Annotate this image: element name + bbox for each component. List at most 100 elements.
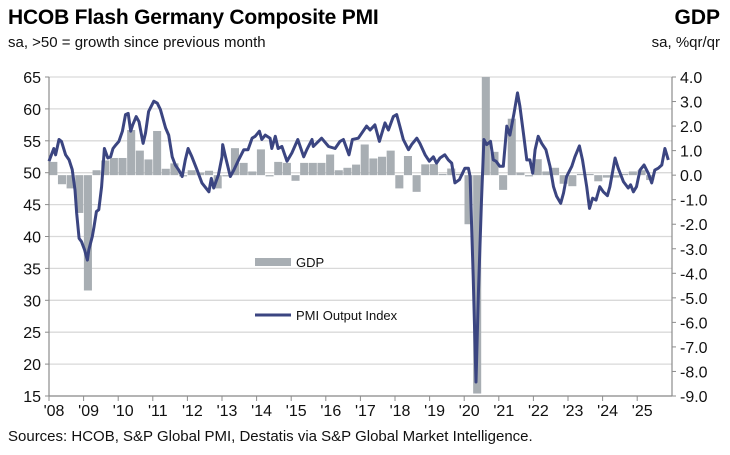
gdp-bar xyxy=(282,162,291,176)
tick-labels: 65 60 55 50 45 40 35 30 25 20 15 4.0 3.0 2.0 1.0 0.0 -1.… xyxy=(23,70,707,420)
gdp-bar xyxy=(429,164,438,176)
gdp-bar xyxy=(291,175,300,181)
left-tick-label: 45 xyxy=(23,198,41,215)
gdp-bar xyxy=(265,175,274,177)
x-tick-label: '17 xyxy=(355,403,376,420)
x-tick-label: '23 xyxy=(563,403,584,420)
x-tick-label: '16 xyxy=(320,403,341,420)
gdp-bar xyxy=(378,156,387,176)
gdp-bar xyxy=(620,173,629,176)
gdp-bar xyxy=(57,175,66,185)
x-tick-label: '11 xyxy=(148,403,168,420)
gdp-bar xyxy=(75,175,84,213)
gdp-bar xyxy=(213,175,222,189)
x-tick-label: '22 xyxy=(528,403,549,420)
gdp-bar xyxy=(334,170,343,176)
gdp-bar xyxy=(559,175,568,184)
gdp-bar xyxy=(92,170,101,176)
left-tick-label: 35 xyxy=(23,261,41,278)
gdp-bar xyxy=(127,130,136,176)
right-tick-label: 0.0 xyxy=(680,168,702,185)
gdp-bar xyxy=(395,175,404,189)
gdp-bar xyxy=(205,170,214,176)
right-tick-label: -2.0 xyxy=(680,217,708,234)
gdp-bar xyxy=(187,170,196,176)
gdp-bar xyxy=(109,157,118,176)
right-tick-label: 3.0 xyxy=(680,95,702,112)
right-tick-label: 4.0 xyxy=(680,70,702,87)
x-tick-label: '13 xyxy=(217,403,238,420)
x-tick-label: '12 xyxy=(182,403,203,420)
gdp-bar xyxy=(585,173,594,176)
gdp-bar xyxy=(412,175,421,192)
gdp-bar xyxy=(637,170,646,176)
left-tick-label: 30 xyxy=(23,293,41,310)
legend-gdp-label: GDP xyxy=(296,255,324,270)
right-axis-subtitle: sa, %qr/qr xyxy=(651,34,720,51)
gdp-bar xyxy=(83,175,92,291)
pmi-line-group xyxy=(47,91,670,384)
gdp-bar xyxy=(300,162,309,176)
gdp-bar xyxy=(464,175,473,225)
right-tick-label: -6.0 xyxy=(680,315,708,332)
gridlines xyxy=(49,76,672,397)
x-tick-label: '08 xyxy=(44,403,65,420)
gdp-bar xyxy=(533,159,542,176)
gdp-bar xyxy=(317,162,326,176)
gdp-bar xyxy=(455,173,464,176)
gdp-bar xyxy=(144,159,153,176)
legend-pmi-label: PMI Output Index xyxy=(296,308,398,323)
x-tick-label: '19 xyxy=(424,403,445,420)
right-tick-label: -4.0 xyxy=(680,266,708,283)
legend-gdp-swatch xyxy=(255,258,291,266)
x-tick-label: '10 xyxy=(113,403,134,420)
gdp-bar xyxy=(49,161,58,176)
gdp-bar xyxy=(403,156,412,176)
right-tick-label: 2.0 xyxy=(680,119,702,136)
right-tick-label: -5.0 xyxy=(680,291,708,308)
gdp-bar xyxy=(222,175,231,177)
gdp-bar xyxy=(576,173,585,176)
gdp-bar xyxy=(516,172,525,176)
gdp-bar xyxy=(196,172,205,176)
gdp-bar xyxy=(360,144,369,176)
left-tick-label: 50 xyxy=(23,166,41,183)
gdp-bar xyxy=(170,163,179,176)
gdp-bar xyxy=(421,164,430,176)
gdp-bar xyxy=(568,175,577,187)
gdp-bar xyxy=(438,173,447,176)
pmi-line xyxy=(47,91,670,384)
gdp-bar xyxy=(499,175,508,190)
gdp-bar xyxy=(161,168,170,176)
chart-title: HCOB Flash Germany Composite PMI xyxy=(8,6,379,29)
x-tick-label: '21 xyxy=(493,403,514,420)
gdp-bar xyxy=(118,157,127,176)
right-tick-label: -1.0 xyxy=(680,193,708,210)
right-tick-label: -9.0 xyxy=(680,389,708,406)
gdp-bar xyxy=(135,150,144,176)
gdp-bar xyxy=(594,175,603,182)
gdp-bar xyxy=(507,118,516,176)
left-tick-label: 60 xyxy=(23,102,41,119)
axes xyxy=(45,76,676,401)
x-tick-label: '14 xyxy=(251,403,272,420)
x-tick-label: '24 xyxy=(597,403,618,420)
legend: GDP PMI Output Index xyxy=(255,255,398,323)
right-tick-label: -8.0 xyxy=(680,364,708,381)
gdp-bar xyxy=(326,154,335,176)
right-tick-label: -3.0 xyxy=(680,242,708,259)
gdp-bar xyxy=(66,175,75,189)
chart-subtitle: sa, >50 = growth since previous month xyxy=(8,34,266,51)
gdp-bar xyxy=(551,167,560,176)
gdp-bar xyxy=(308,162,317,176)
left-tick-label: 25 xyxy=(23,325,41,342)
gdp-bar xyxy=(343,167,352,176)
x-tick-label: '15 xyxy=(286,403,307,420)
right-tick-label: -7.0 xyxy=(680,340,708,357)
source-note: Sources: HCOB, S&P Global PMI, Destatis … xyxy=(8,428,533,445)
gdp-bar xyxy=(542,171,551,176)
x-tick-label: '25 xyxy=(632,403,653,420)
gdp-bar xyxy=(473,175,482,394)
gdp-bar xyxy=(490,151,499,176)
